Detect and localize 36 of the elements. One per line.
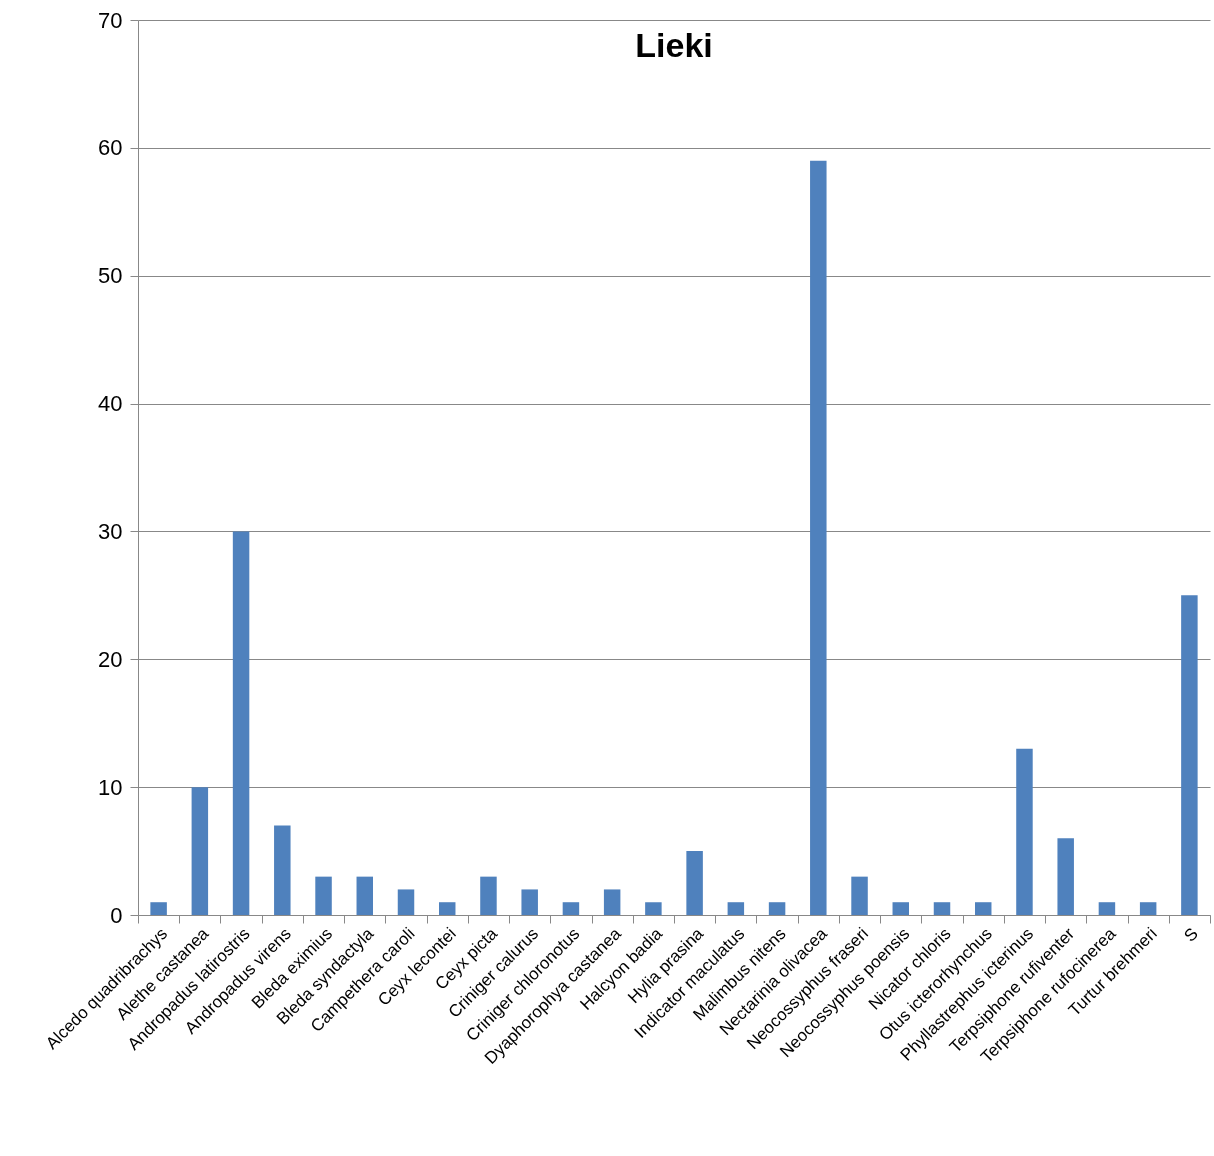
bar xyxy=(480,876,497,915)
y-tick-label: 40 xyxy=(98,391,123,417)
bar xyxy=(397,889,415,915)
bar xyxy=(438,902,456,915)
bar xyxy=(933,902,951,915)
bar xyxy=(892,902,910,915)
x-tick-label: S xyxy=(1180,924,1202,946)
y-tick-label: 20 xyxy=(98,646,123,672)
y-tick-label: 70 xyxy=(98,7,123,33)
bar xyxy=(1098,902,1116,915)
bar xyxy=(645,902,662,915)
y-tick-label: 10 xyxy=(98,774,123,800)
y-tick-label: 50 xyxy=(98,263,123,289)
y-tick-label: 30 xyxy=(98,518,123,544)
bar xyxy=(1057,838,1074,915)
bar xyxy=(191,787,209,915)
bar xyxy=(603,889,621,915)
bar xyxy=(562,902,580,915)
bar xyxy=(727,902,745,915)
bar xyxy=(1181,595,1198,915)
bar xyxy=(851,876,868,915)
bar xyxy=(232,531,250,915)
bar xyxy=(521,889,538,915)
y-tick-label: 0 xyxy=(110,902,123,928)
bar xyxy=(274,825,291,915)
bar xyxy=(810,160,827,915)
bar xyxy=(974,902,992,915)
bar xyxy=(1139,902,1157,915)
bar xyxy=(315,876,332,915)
bar xyxy=(768,902,786,915)
bar xyxy=(150,902,167,915)
chart-title: Lieki xyxy=(635,26,713,64)
bar xyxy=(1016,748,1033,915)
y-tick-label: 60 xyxy=(98,135,123,161)
bar xyxy=(356,876,374,915)
bar xyxy=(686,851,703,915)
